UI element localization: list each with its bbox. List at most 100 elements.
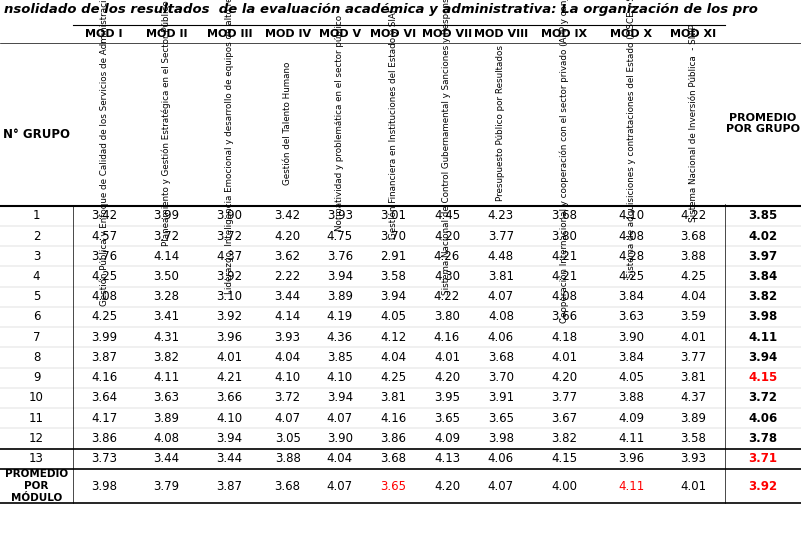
Text: 4.16: 4.16 (434, 331, 460, 344)
Text: 3.42: 3.42 (91, 210, 117, 222)
Text: Cooperación Internacional y cooperación con el sector privado (APP y canje por i: Cooperación Internacional y cooperación … (559, 0, 569, 323)
Text: 3.90: 3.90 (216, 210, 243, 222)
Text: 4.36: 4.36 (327, 331, 353, 344)
Text: 4.16: 4.16 (380, 412, 406, 424)
Text: 4.11: 4.11 (748, 331, 778, 344)
Text: 3.65: 3.65 (488, 412, 514, 424)
Text: 4.20: 4.20 (434, 230, 460, 242)
Text: 4.01: 4.01 (216, 351, 243, 364)
Text: 3.65: 3.65 (434, 412, 460, 424)
Text: 4.26: 4.26 (434, 250, 460, 263)
Text: 4.01: 4.01 (680, 480, 706, 492)
Text: 3.88: 3.88 (618, 392, 644, 404)
Text: 4.00: 4.00 (551, 480, 577, 492)
Text: 4.13: 4.13 (434, 452, 460, 465)
Text: 4.01: 4.01 (434, 351, 460, 364)
Text: 4.28: 4.28 (618, 250, 644, 263)
Text: nsolidado de los resultados  de la evaluación académica y administrativa: La org: nsolidado de los resultados de la evalua… (4, 3, 758, 16)
Text: 3.96: 3.96 (618, 452, 644, 465)
Text: 3.78: 3.78 (748, 432, 778, 445)
Text: Gestión del Talento Humano: Gestión del Talento Humano (283, 62, 292, 185)
Text: 3.84: 3.84 (748, 270, 778, 283)
Text: 13: 13 (29, 452, 44, 465)
Text: 4.12: 4.12 (380, 331, 406, 344)
Text: 3: 3 (33, 250, 40, 263)
Text: 2: 2 (33, 230, 40, 242)
Text: 4.37: 4.37 (216, 250, 243, 263)
Text: 3.92: 3.92 (748, 480, 778, 492)
Text: 4.20: 4.20 (434, 480, 460, 492)
Text: 10: 10 (29, 392, 44, 404)
Text: MOD IX: MOD IX (541, 28, 587, 39)
Text: 3.41: 3.41 (153, 311, 179, 323)
Text: 4.21: 4.21 (216, 371, 243, 384)
Text: 4.10: 4.10 (327, 371, 353, 384)
Text: 4.01: 4.01 (551, 351, 577, 364)
Text: 1: 1 (33, 210, 40, 222)
Text: 2.22: 2.22 (275, 270, 300, 283)
Text: 4.04: 4.04 (680, 290, 706, 303)
Text: Normatividad y problemática en el sector público: Normatividad y problemática en el sector… (336, 15, 344, 231)
Text: 3.64: 3.64 (91, 392, 117, 404)
Text: 3.87: 3.87 (216, 480, 243, 492)
Text: Planeamiento y Gestión Estratégica en el Sector Público: Planeamiento y Gestión Estratégica en el… (162, 1, 171, 246)
Text: 4.07: 4.07 (275, 412, 300, 424)
Text: 3.44: 3.44 (216, 452, 243, 465)
Text: 3.68: 3.68 (488, 351, 514, 364)
Text: Presupuesto Público por Resultados: Presupuesto Público por Resultados (497, 45, 505, 201)
Text: 3.82: 3.82 (748, 290, 778, 303)
Text: 3.63: 3.63 (618, 311, 644, 323)
Text: 4.14: 4.14 (153, 250, 179, 263)
Text: 3.77: 3.77 (488, 230, 514, 242)
Text: 3.68: 3.68 (380, 452, 406, 465)
Text: 3.68: 3.68 (551, 210, 577, 222)
Text: 3.70: 3.70 (380, 230, 406, 242)
Text: 3.98: 3.98 (91, 480, 117, 492)
Text: 3.82: 3.82 (154, 351, 179, 364)
Text: 4.07: 4.07 (488, 290, 514, 303)
Text: 4.10: 4.10 (275, 371, 300, 384)
Text: 3.89: 3.89 (681, 412, 706, 424)
Text: 3.94: 3.94 (380, 290, 406, 303)
Text: 4.25: 4.25 (91, 311, 117, 323)
Text: 4.17: 4.17 (91, 412, 117, 424)
Text: 3.76: 3.76 (327, 250, 353, 263)
Text: 4.23: 4.23 (488, 210, 514, 222)
Text: MOD XI: MOD XI (670, 28, 717, 39)
Text: 3.92: 3.92 (216, 311, 243, 323)
Text: 12: 12 (29, 432, 44, 445)
Text: 3.93: 3.93 (327, 210, 353, 222)
Text: 4.19: 4.19 (327, 311, 353, 323)
Text: 4.20: 4.20 (434, 371, 460, 384)
Text: 4.15: 4.15 (748, 371, 778, 384)
Text: 3.72: 3.72 (275, 392, 300, 404)
Text: 3.70: 3.70 (488, 371, 514, 384)
Text: 4.21: 4.21 (551, 250, 578, 263)
Text: 4.02: 4.02 (748, 230, 778, 242)
Text: 3.94: 3.94 (748, 351, 778, 364)
Text: 4.09: 4.09 (434, 432, 460, 445)
Text: 3.66: 3.66 (216, 392, 243, 404)
Text: 4.05: 4.05 (380, 311, 406, 323)
Text: 4.11: 4.11 (618, 432, 644, 445)
Text: 8: 8 (33, 351, 40, 364)
Text: 3.10: 3.10 (216, 290, 243, 303)
Text: 3.98: 3.98 (488, 432, 514, 445)
Text: MOD X: MOD X (610, 28, 652, 39)
Text: 3.91: 3.91 (488, 392, 514, 404)
Text: 4.10: 4.10 (216, 412, 243, 424)
Text: 3.42: 3.42 (275, 210, 300, 222)
Text: 3.98: 3.98 (748, 311, 778, 323)
Text: 3.86: 3.86 (380, 432, 406, 445)
Text: 3.81: 3.81 (380, 392, 406, 404)
Text: 3.87: 3.87 (91, 351, 117, 364)
Text: 5: 5 (33, 290, 40, 303)
Text: 4.08: 4.08 (488, 311, 514, 323)
Text: Sistema Nacional de Control Gubernamental y Sanciones y Responsabilidades: Sistema Nacional de Control Gubernamenta… (442, 0, 452, 295)
Text: 4.25: 4.25 (680, 270, 706, 283)
Text: 4.08: 4.08 (154, 432, 179, 445)
Text: 3.44: 3.44 (275, 290, 300, 303)
Text: 4.25: 4.25 (380, 371, 406, 384)
Text: 4.25: 4.25 (91, 270, 117, 283)
Text: 3.86: 3.86 (91, 432, 117, 445)
